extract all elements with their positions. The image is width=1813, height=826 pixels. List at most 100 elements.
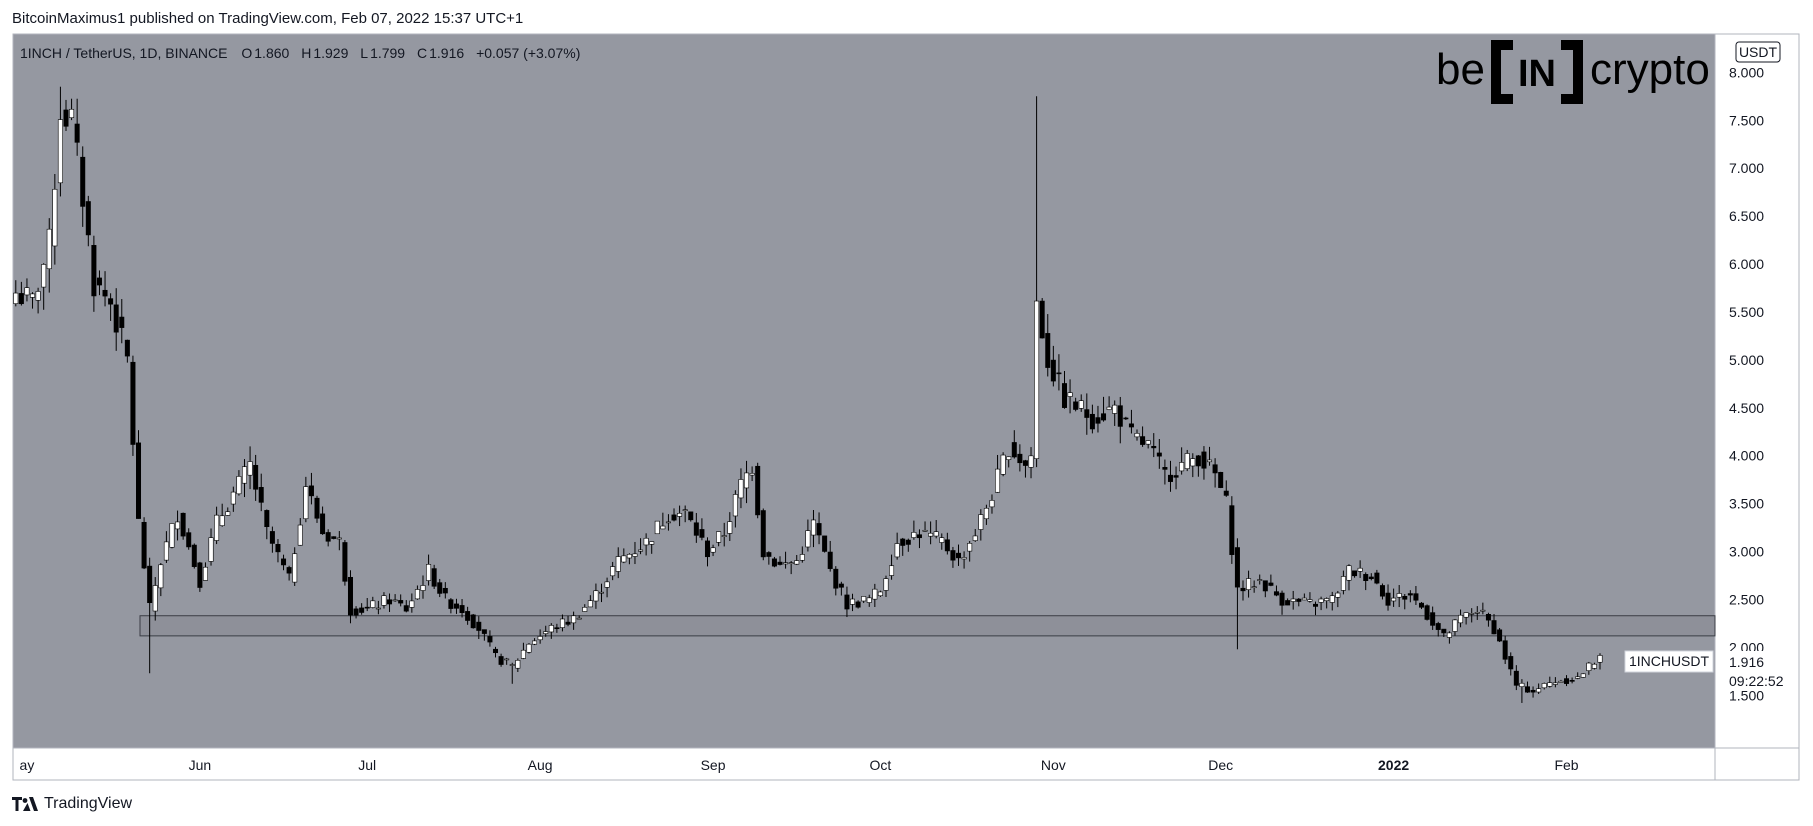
candle-body: [599, 591, 605, 594]
open-label: O: [241, 45, 252, 61]
candle-body: [799, 554, 805, 561]
candle-body: [548, 625, 554, 633]
candle-body: [905, 539, 911, 545]
candle-body: [13, 292, 19, 304]
candle-body: [1474, 611, 1480, 614]
candle-body: [615, 556, 621, 572]
candle-body: [660, 525, 666, 530]
candle-body: [671, 514, 677, 521]
candle-body: [928, 532, 934, 537]
candle-body: [889, 565, 895, 576]
candle-body: [933, 531, 939, 537]
candle-body: [810, 519, 816, 536]
logo-bracket-gap-top: [1513, 40, 1561, 50]
candle-body: [158, 564, 164, 589]
y-axis-ticks: 8.000 7.500 7.000 6.500 6.000 5.500 5.000 4.500…: [1729, 64, 1764, 703]
candle-body: [347, 576, 353, 616]
candle-body: [956, 552, 962, 559]
candle-body: [281, 558, 287, 566]
candle-body: [437, 582, 443, 594]
y-tick-label: 7.000: [1729, 160, 1764, 176]
candle-body: [387, 599, 393, 605]
candle-body: [286, 567, 292, 574]
close-label: C: [417, 45, 427, 61]
symbol-tag-label: 1INCHUSDT: [1629, 653, 1710, 669]
candle-body: [52, 188, 58, 247]
candle-body: [710, 547, 716, 553]
candle-body: [1089, 413, 1095, 430]
candle-body: [1268, 582, 1274, 586]
candle-body: [855, 601, 861, 608]
candle-body: [481, 629, 487, 634]
candle-body: [247, 461, 253, 476]
candle-body: [147, 565, 153, 604]
candle-body: [1385, 592, 1391, 606]
candle-body: [230, 491, 236, 505]
candle-body: [1363, 574, 1369, 581]
candle-body: [1073, 401, 1079, 410]
symbol-name: 1INCH / TetherUS, 1D, BINANCE: [20, 45, 227, 61]
candle-body: [152, 585, 158, 612]
candle-body: [1234, 547, 1240, 588]
candle-body: [85, 201, 91, 236]
candle-body: [783, 562, 789, 565]
candle-body: [593, 590, 599, 602]
candle-body: [794, 560, 800, 565]
candle-body: [1418, 602, 1424, 608]
candle-body: [414, 589, 420, 600]
candle-body: [838, 583, 844, 588]
publish-info: BitcoinMaximus1 published on TradingView…: [12, 10, 524, 27]
candle-body: [1061, 383, 1067, 408]
candle-body: [470, 614, 476, 629]
candle-body: [169, 523, 175, 548]
candle-body: [1095, 417, 1101, 424]
candle-body: [760, 510, 766, 558]
candle-body: [96, 277, 102, 286]
x-tick-label: ay: [20, 757, 35, 773]
candle-body: [682, 509, 688, 511]
x-tick-label: Dec: [1208, 757, 1233, 773]
candle-body: [632, 553, 638, 557]
candle-body: [961, 557, 967, 560]
symbol-line: 1INCH / TetherUS, 1D, BINANCE O 1.860 H 1.…: [20, 45, 580, 61]
candle-body: [1536, 688, 1542, 693]
candle-body: [883, 578, 889, 591]
candle-body: [1318, 598, 1324, 603]
candle-body: [186, 532, 192, 548]
candle-body: [850, 598, 856, 605]
candle-body: [1156, 452, 1162, 457]
candle-body: [1329, 595, 1335, 603]
candle-body: [610, 566, 616, 577]
candle-body: [1508, 656, 1514, 670]
candle-body: [1352, 570, 1358, 577]
candle-body: [1106, 406, 1112, 410]
candle-body: [57, 119, 63, 184]
candle-body: [1564, 678, 1570, 684]
candle-body: [950, 550, 956, 561]
candle-body: [476, 621, 482, 631]
candle-body: [370, 600, 376, 608]
candle-body: [866, 597, 872, 603]
candle-body: [320, 513, 326, 535]
candle-body: [63, 109, 69, 127]
candle-body: [916, 534, 922, 539]
currency-badge[interactable]: USDT: [1735, 41, 1781, 63]
candle-body: [978, 514, 984, 530]
candle-body: [643, 537, 649, 546]
candle-body: [1335, 592, 1341, 598]
candle-body: [1591, 663, 1597, 669]
candle-body: [1368, 576, 1374, 580]
candle-body: [587, 600, 593, 608]
candle-body: [308, 485, 314, 497]
candle-body: [264, 510, 270, 528]
candles-layer: [13, 86, 1603, 703]
candle-body: [844, 594, 850, 610]
candle-body: [638, 549, 644, 552]
candle-body: [465, 611, 471, 621]
support-zone: [139, 615, 1716, 637]
candle-body: [972, 535, 978, 541]
candle-body: [191, 544, 197, 567]
x-tick-label: Sep: [701, 757, 726, 773]
candle-body: [1541, 683, 1547, 689]
candle-body: [241, 466, 247, 484]
